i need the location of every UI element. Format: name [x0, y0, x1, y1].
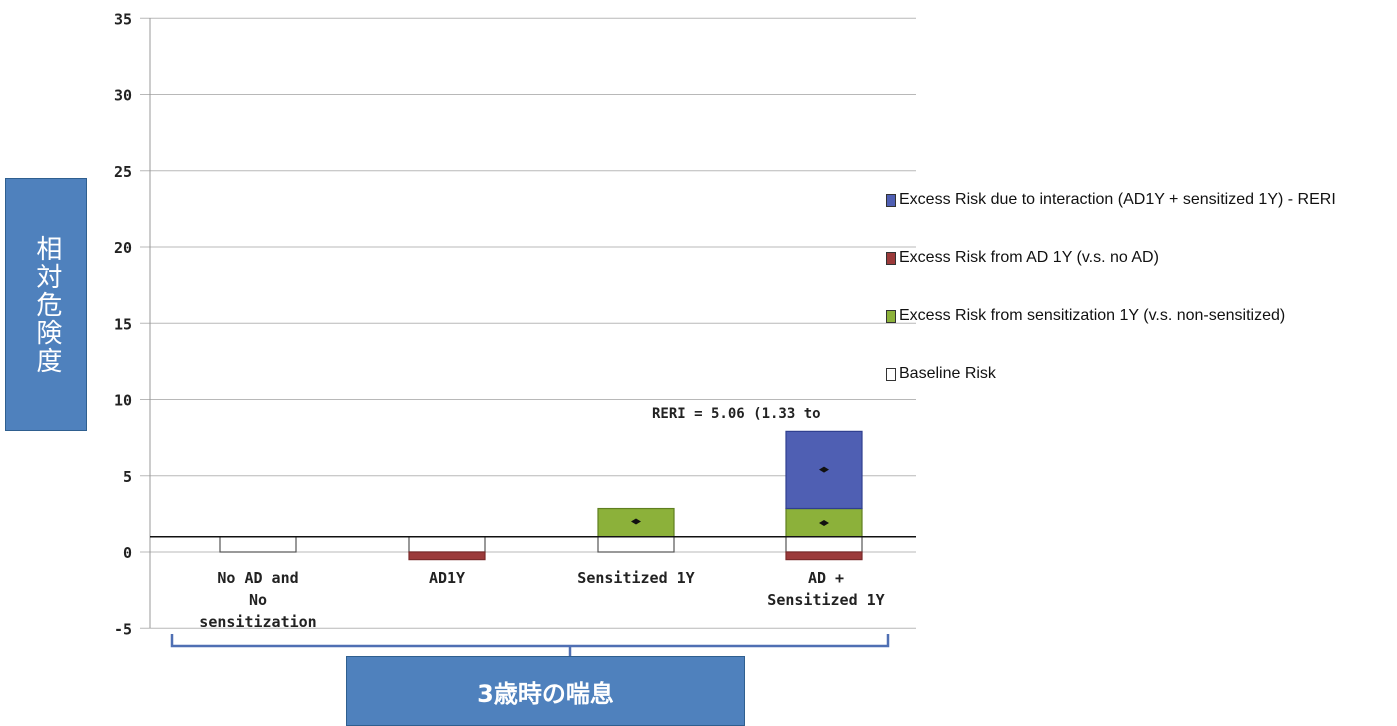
- bar-segment: [785, 536, 863, 553]
- plot-clip-mask: [916, 0, 1397, 660]
- point-estimate-marker: [819, 466, 829, 473]
- legend-swatch-sensitization: [886, 309, 896, 323]
- legend-swatch-baseline: [886, 367, 896, 381]
- legend-label-sensitization: Excess Risk from sensitization 1Y (v.s. …: [899, 307, 1286, 324]
- y-tick-label: 15: [114, 315, 132, 333]
- y-tick-label: 35: [114, 10, 132, 28]
- y-tick-label: 25: [114, 163, 132, 181]
- reri-annotation: RERI = 5.06 (1.33 to: [652, 406, 821, 422]
- x-group-label: 3歳時の喘息: [477, 679, 614, 708]
- legend-item-ad: Excess Risk from AD 1Y (v.s. no AD): [886, 246, 1391, 270]
- y-tick-label: 30: [114, 87, 132, 105]
- point-estimate-marker: [819, 520, 829, 527]
- y-tick-label: -5: [114, 620, 132, 638]
- group-bracket: [170, 634, 890, 648]
- x-tick-label: AD1Y: [429, 569, 465, 587]
- y-tick-label: 5: [123, 468, 132, 486]
- legend-swatch-ad: [886, 251, 896, 265]
- legend-label-ad: Excess Risk from AD 1Y (v.s. no AD): [899, 249, 1159, 266]
- y-axis-label-box: 相対危険度: [5, 178, 87, 431]
- x-tick-label: Sensitized 1Y: [767, 591, 884, 609]
- x-tick-label: sensitization: [199, 613, 316, 631]
- bar-segment: [408, 536, 486, 553]
- x-tick-label: Sensitized 1Y: [577, 569, 694, 587]
- point-estimate-marker: [631, 518, 641, 525]
- y-tick-label: 0: [123, 544, 132, 562]
- legend-swatch-interaction: [886, 193, 896, 207]
- bar-segment: [597, 536, 675, 553]
- legend-label-baseline: Baseline Risk: [899, 365, 996, 382]
- x-tick-label: No: [249, 591, 267, 609]
- x-group-label-box: 3歳時の喘息: [346, 656, 745, 726]
- legend-item-baseline: Baseline Risk: [886, 362, 1391, 386]
- legend-item-interaction: Excess Risk due to interaction (AD1Y + s…: [886, 188, 1391, 212]
- bar-segment: [408, 551, 486, 561]
- chart-legend: Excess Risk due to interaction (AD1Y + s…: [886, 188, 1391, 420]
- y-tick-label: 20: [114, 239, 132, 257]
- legend-label-interaction: Excess Risk due to interaction (AD1Y + s…: [899, 191, 1336, 208]
- y-axis-label: 相対危険度: [31, 234, 62, 375]
- bar-segment: [219, 536, 297, 553]
- y-tick-label: 10: [114, 392, 132, 410]
- bar-segment: [785, 551, 863, 561]
- x-tick-label: No AD and: [217, 569, 298, 587]
- x-tick-label: AD +: [808, 569, 844, 587]
- legend-item-sensitization: Excess Risk from sensitization 1Y (v.s. …: [886, 304, 1391, 328]
